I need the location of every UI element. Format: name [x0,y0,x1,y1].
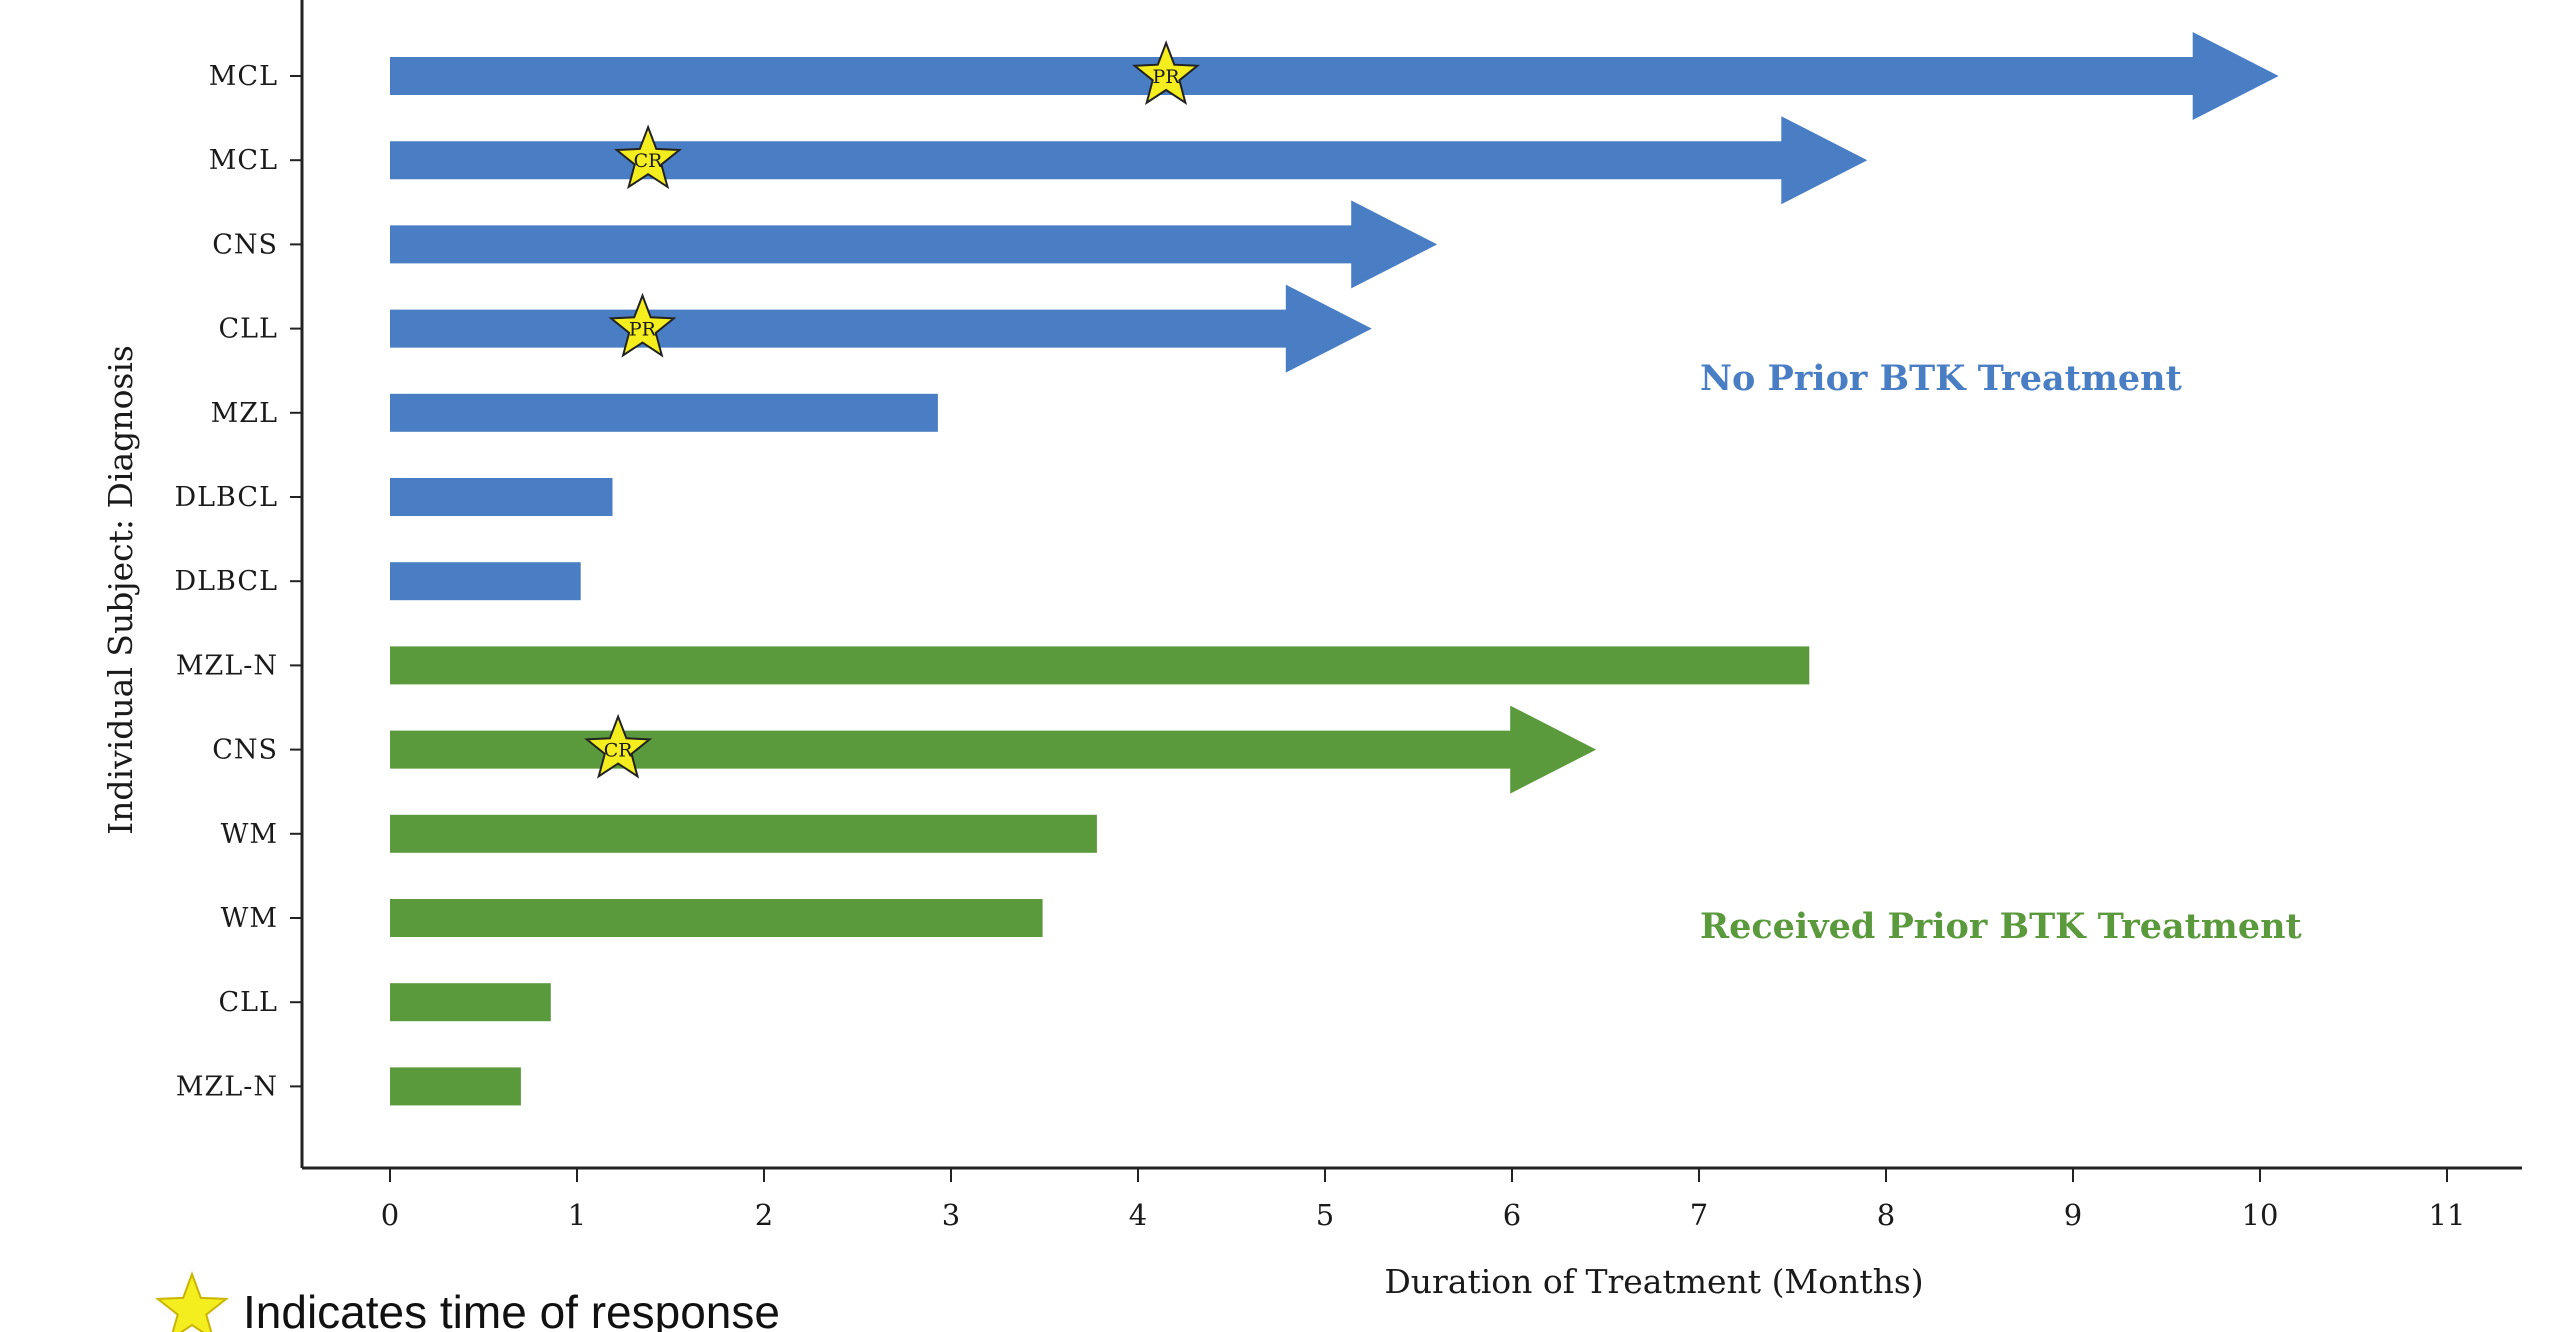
x-tick-label: 6 [1503,1198,1521,1232]
x-tick-label: 1 [568,1198,586,1232]
duration-bar [390,983,551,1022]
x-tick-label: 10 [2242,1198,2279,1232]
y-tick-label: MCL [209,145,278,176]
duration-bar [390,478,613,516]
duration-bar [390,562,581,601]
duration-arrow [390,32,2279,120]
legend: Indicates time of response [155,1271,780,1332]
y-tick-label: MCL [209,61,278,92]
response-star-icon [1132,40,1201,105]
x-tick-label: 7 [1690,1198,1708,1232]
response-label: CR [634,150,664,172]
y-ticks: MCL MCL CNS CLL MZL DLBCL DLBCL MZL-N CNS WM WM CLL… [174,61,302,1102]
duration-arrow [390,116,1868,205]
y-tick-label: MZL [211,398,278,429]
duration-arrow [390,705,1597,794]
duration-bar [390,814,1097,853]
response-label: PR [1153,66,1181,88]
response-stars-layer: PR CR PR CR [584,40,1201,779]
y-tick-label: CLL [218,314,278,345]
legend-text: Indicates time of response [243,1286,780,1332]
duration-bar [390,899,1043,937]
response-label: CR [604,740,634,762]
y-tick-label: WM [221,819,278,850]
response-star-icon [584,713,653,779]
axes-layer [300,0,2522,1170]
y-tick-label: DLBCL [174,566,278,597]
bars-layer [390,32,2279,1106]
duration-bar [390,646,1810,685]
y-tick-label: CNS [212,735,278,766]
legend-star-icon [155,1271,229,1332]
y-axis-title: Individual Subject: Diagnosis [101,345,140,835]
response-label: PR [629,319,657,341]
x-tick-label: 4 [1129,1198,1147,1232]
x-axis-title: Duration of Treatment (Months) [1384,1262,1923,1301]
x-ticks: 0 1 2 3 4 5 6 7 8 9 10 11 [381,1168,2466,1232]
y-tick-label: MZL-N [176,650,278,681]
duration-arrow [390,284,1372,373]
x-tick-label: 2 [755,1198,773,1232]
x-tick-label: 5 [1316,1198,1334,1232]
y-tick-label: MZL-N [176,1071,278,1102]
y-tick-label: CNS [212,229,278,260]
duration-bar [390,1067,521,1106]
x-tick-label: 9 [2064,1198,2082,1232]
y-tick-label: CLL [218,987,278,1018]
response-star-icon [614,124,683,190]
duration-arrow [390,200,1438,289]
x-tick-label: 8 [1877,1198,1895,1232]
response-star-icon [608,292,677,358]
x-tick-label: 3 [942,1198,960,1232]
duration-bar [390,393,938,432]
group-label-received-prior-btk: Received Prior BTK Treatment [1700,906,2302,947]
y-tick-label: WM [221,903,278,934]
x-tick-label: 11 [2429,1198,2466,1232]
group-label-no-prior-btk: No Prior BTK Treatment [1700,358,2182,399]
x-tick-label: 0 [381,1198,399,1232]
y-tick-label: DLBCL [174,482,278,513]
